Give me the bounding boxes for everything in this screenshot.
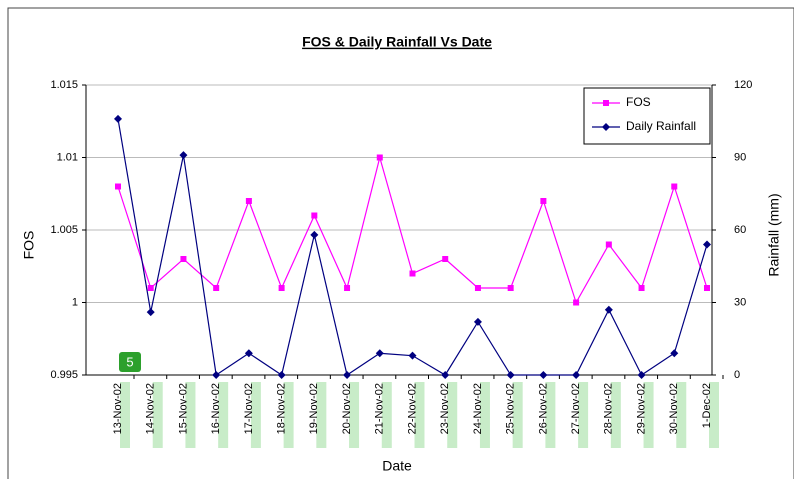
legend-label: FOS xyxy=(626,95,651,109)
rain-marker xyxy=(277,371,286,379)
y-axis-label: FOS xyxy=(21,231,37,260)
badge xyxy=(119,352,141,372)
fos-marker xyxy=(507,285,514,291)
chart-title: FOS & Daily Rainfall Vs Date xyxy=(302,34,492,50)
label-highlight xyxy=(414,382,425,448)
x-tick-label: 23-Nov-02 xyxy=(439,383,451,434)
label-highlight xyxy=(643,382,654,448)
rain-marker xyxy=(343,371,352,379)
fos-marker xyxy=(573,299,580,306)
rain-marker xyxy=(539,371,548,379)
fos-marker xyxy=(245,198,252,204)
label-highlight xyxy=(709,382,719,448)
label-highlight xyxy=(447,382,458,448)
x-tick-label: 18-Nov-02 xyxy=(276,383,288,434)
fos-marker xyxy=(474,285,481,291)
x-tick-label: 27-Nov-02 xyxy=(570,383,582,434)
x-tick-label: 14-Nov-02 xyxy=(145,383,157,434)
rain-marker xyxy=(146,308,155,317)
fos-marker xyxy=(638,285,645,291)
badge-label: 5 xyxy=(126,354,133,369)
fos-marker xyxy=(603,100,609,106)
y2-tick-label: 60 xyxy=(734,224,746,236)
label-highlight xyxy=(545,382,556,448)
label-highlight xyxy=(349,382,360,448)
x-tick-label: 20-Nov-02 xyxy=(341,383,353,434)
fos-marker xyxy=(442,256,449,262)
rain-marker xyxy=(703,240,711,249)
rain-marker xyxy=(572,371,581,379)
rain-marker xyxy=(473,317,482,326)
fos-marker xyxy=(376,154,383,161)
label-highlight xyxy=(185,382,196,448)
rain-marker xyxy=(408,351,417,360)
x-tick-label: 28-Nov-02 xyxy=(603,383,615,434)
rain-marker xyxy=(602,123,610,131)
y-tick-label: 1.005 xyxy=(50,224,78,236)
rain-marker xyxy=(212,371,221,379)
rain-marker xyxy=(637,371,646,379)
x-tick-label: 26-Nov-02 xyxy=(537,383,549,434)
rain-marker xyxy=(441,371,450,379)
x-tick-label: 25-Nov-02 xyxy=(505,383,517,434)
y2-tick-label: 120 xyxy=(734,79,752,91)
fos-marker xyxy=(213,285,220,291)
x-tick-label: 21-Nov-02 xyxy=(374,383,386,434)
label-highlight xyxy=(578,382,589,448)
rain-marker xyxy=(179,151,188,160)
y-tick-label: 1.01 xyxy=(57,151,78,163)
x-tick-label: 15-Nov-02 xyxy=(177,383,189,434)
legend-label: Daily Rainfall xyxy=(626,119,696,133)
fos-marker xyxy=(605,241,612,248)
x-tick-label: 29-Nov-02 xyxy=(635,383,647,434)
label-highlight xyxy=(250,382,261,448)
x-tick-label: 17-Nov-02 xyxy=(243,383,255,434)
x-tick-label: 16-Nov-02 xyxy=(210,383,222,434)
y-tick-label: 1 xyxy=(72,296,78,308)
fos-marker xyxy=(704,285,710,291)
rain-marker xyxy=(506,371,515,379)
y2-tick-label: 90 xyxy=(734,151,746,163)
x-tick-label: 13-Nov-02 xyxy=(112,383,124,434)
fos-marker xyxy=(115,183,121,190)
label-highlight xyxy=(676,382,687,448)
label-highlight xyxy=(512,382,523,448)
fos-marker xyxy=(311,212,318,219)
rain-marker xyxy=(244,349,253,358)
rain-marker xyxy=(670,349,679,358)
rain-marker xyxy=(114,114,122,123)
fos-marker xyxy=(147,285,154,291)
label-highlight xyxy=(218,382,229,448)
label-highlight xyxy=(610,382,621,448)
label-highlight xyxy=(152,382,163,448)
rain-marker xyxy=(310,230,319,239)
fos-marker xyxy=(344,285,351,291)
fos-marker xyxy=(180,256,187,262)
y2-tick-label: 30 xyxy=(734,296,746,308)
x-tick-label: 19-Nov-02 xyxy=(308,383,320,434)
label-highlight xyxy=(120,382,130,448)
x-tick-label: 24-Nov-02 xyxy=(472,383,484,434)
label-highlight xyxy=(283,382,294,448)
x-tick-label: 22-Nov-02 xyxy=(406,383,418,434)
label-highlight xyxy=(381,382,392,448)
fos-marker xyxy=(540,198,547,204)
label-highlight xyxy=(479,382,490,448)
legend-box xyxy=(583,87,711,145)
fos-marker xyxy=(671,183,678,190)
rain-marker xyxy=(375,349,384,358)
fos-marker xyxy=(409,270,416,277)
x-tick-label: 30-Nov-02 xyxy=(668,383,680,434)
rain-marker xyxy=(604,305,613,314)
y-tick-label: 1.015 xyxy=(50,79,78,91)
x-tick-label: 1-Dec-02 xyxy=(701,383,713,428)
x-axis-label: Date xyxy=(382,458,412,474)
label-highlight xyxy=(316,382,327,448)
y-tick-label: 0.995 xyxy=(50,369,78,381)
y2-tick-label: 0 xyxy=(734,369,740,381)
y2-axis-label: Rainfall (mm) xyxy=(766,193,782,276)
fos-marker xyxy=(278,285,285,291)
